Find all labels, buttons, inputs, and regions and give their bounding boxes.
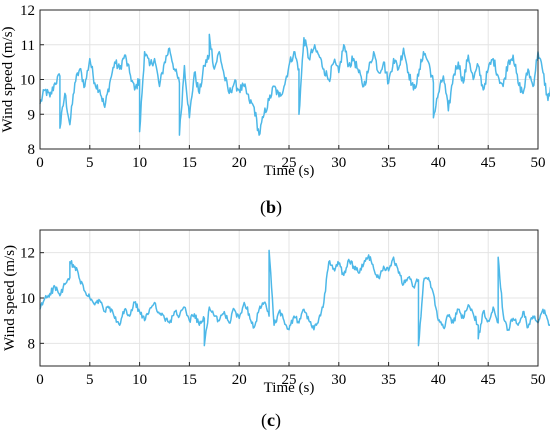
x-axis-label: Time (s) xyxy=(264,163,315,179)
x-tick-label: 15 xyxy=(182,155,197,171)
y-tick-label: 8 xyxy=(28,142,36,158)
chart-panel-b: 0 5 10 15 20 25 30 35 40 45 50 8 9 10 11 12 Time (s) Wind… xyxy=(0,3,550,218)
x-tick-label: 35 xyxy=(381,155,396,171)
x-tick-label: 5 xyxy=(86,155,94,171)
x-tick-label: 0 xyxy=(36,372,44,388)
x-axis-label: Time (s) xyxy=(264,380,315,396)
x-tick-label: 25 xyxy=(282,372,297,388)
chart-panel-c: 0 5 10 15 20 25 30 35 40 45 50 8 10 12 Time (s) Wind sp… xyxy=(2,229,550,431)
x-tick-label: 0 xyxy=(36,155,44,171)
x-tick-label: 10 xyxy=(132,372,147,388)
y-tick-label: 11 xyxy=(21,38,35,54)
y-tick-label: 10 xyxy=(20,73,35,89)
wind-speed-series-line xyxy=(39,33,550,136)
x-tick-label: 50 xyxy=(531,372,546,388)
x-tick-label: 30 xyxy=(331,372,346,388)
x-tick-label: 25 xyxy=(282,155,297,171)
y-axis-label: Wind speed (m/s) xyxy=(0,26,16,132)
x-tick-label: 45 xyxy=(481,372,496,388)
panel-label: (b) xyxy=(260,197,282,218)
y-tick-label: 12 xyxy=(20,246,35,262)
y-axis-label: Wind speed (m/s) xyxy=(2,245,18,351)
x-tick-label: 40 xyxy=(431,155,446,171)
x-tick-label: 5 xyxy=(86,372,94,388)
x-tick-label: 50 xyxy=(531,155,546,171)
y-tick-label: 9 xyxy=(28,107,36,123)
y-tick-label: 8 xyxy=(28,336,36,352)
panel-label: (c) xyxy=(261,410,281,431)
x-tick-label: 15 xyxy=(182,372,197,388)
x-tick-label: 20 xyxy=(232,372,247,388)
x-tick-label: 30 xyxy=(331,155,346,171)
x-tick-label: 40 xyxy=(431,372,446,388)
x-tick-label: 45 xyxy=(481,155,496,171)
y-tick-label: 10 xyxy=(20,291,35,307)
x-tick-label: 10 xyxy=(132,155,147,171)
x-tick-label: 20 xyxy=(232,155,247,171)
wind-speed-series-line xyxy=(39,249,550,347)
x-tick-label: 35 xyxy=(381,372,396,388)
y-tick-label: 12 xyxy=(20,3,35,19)
